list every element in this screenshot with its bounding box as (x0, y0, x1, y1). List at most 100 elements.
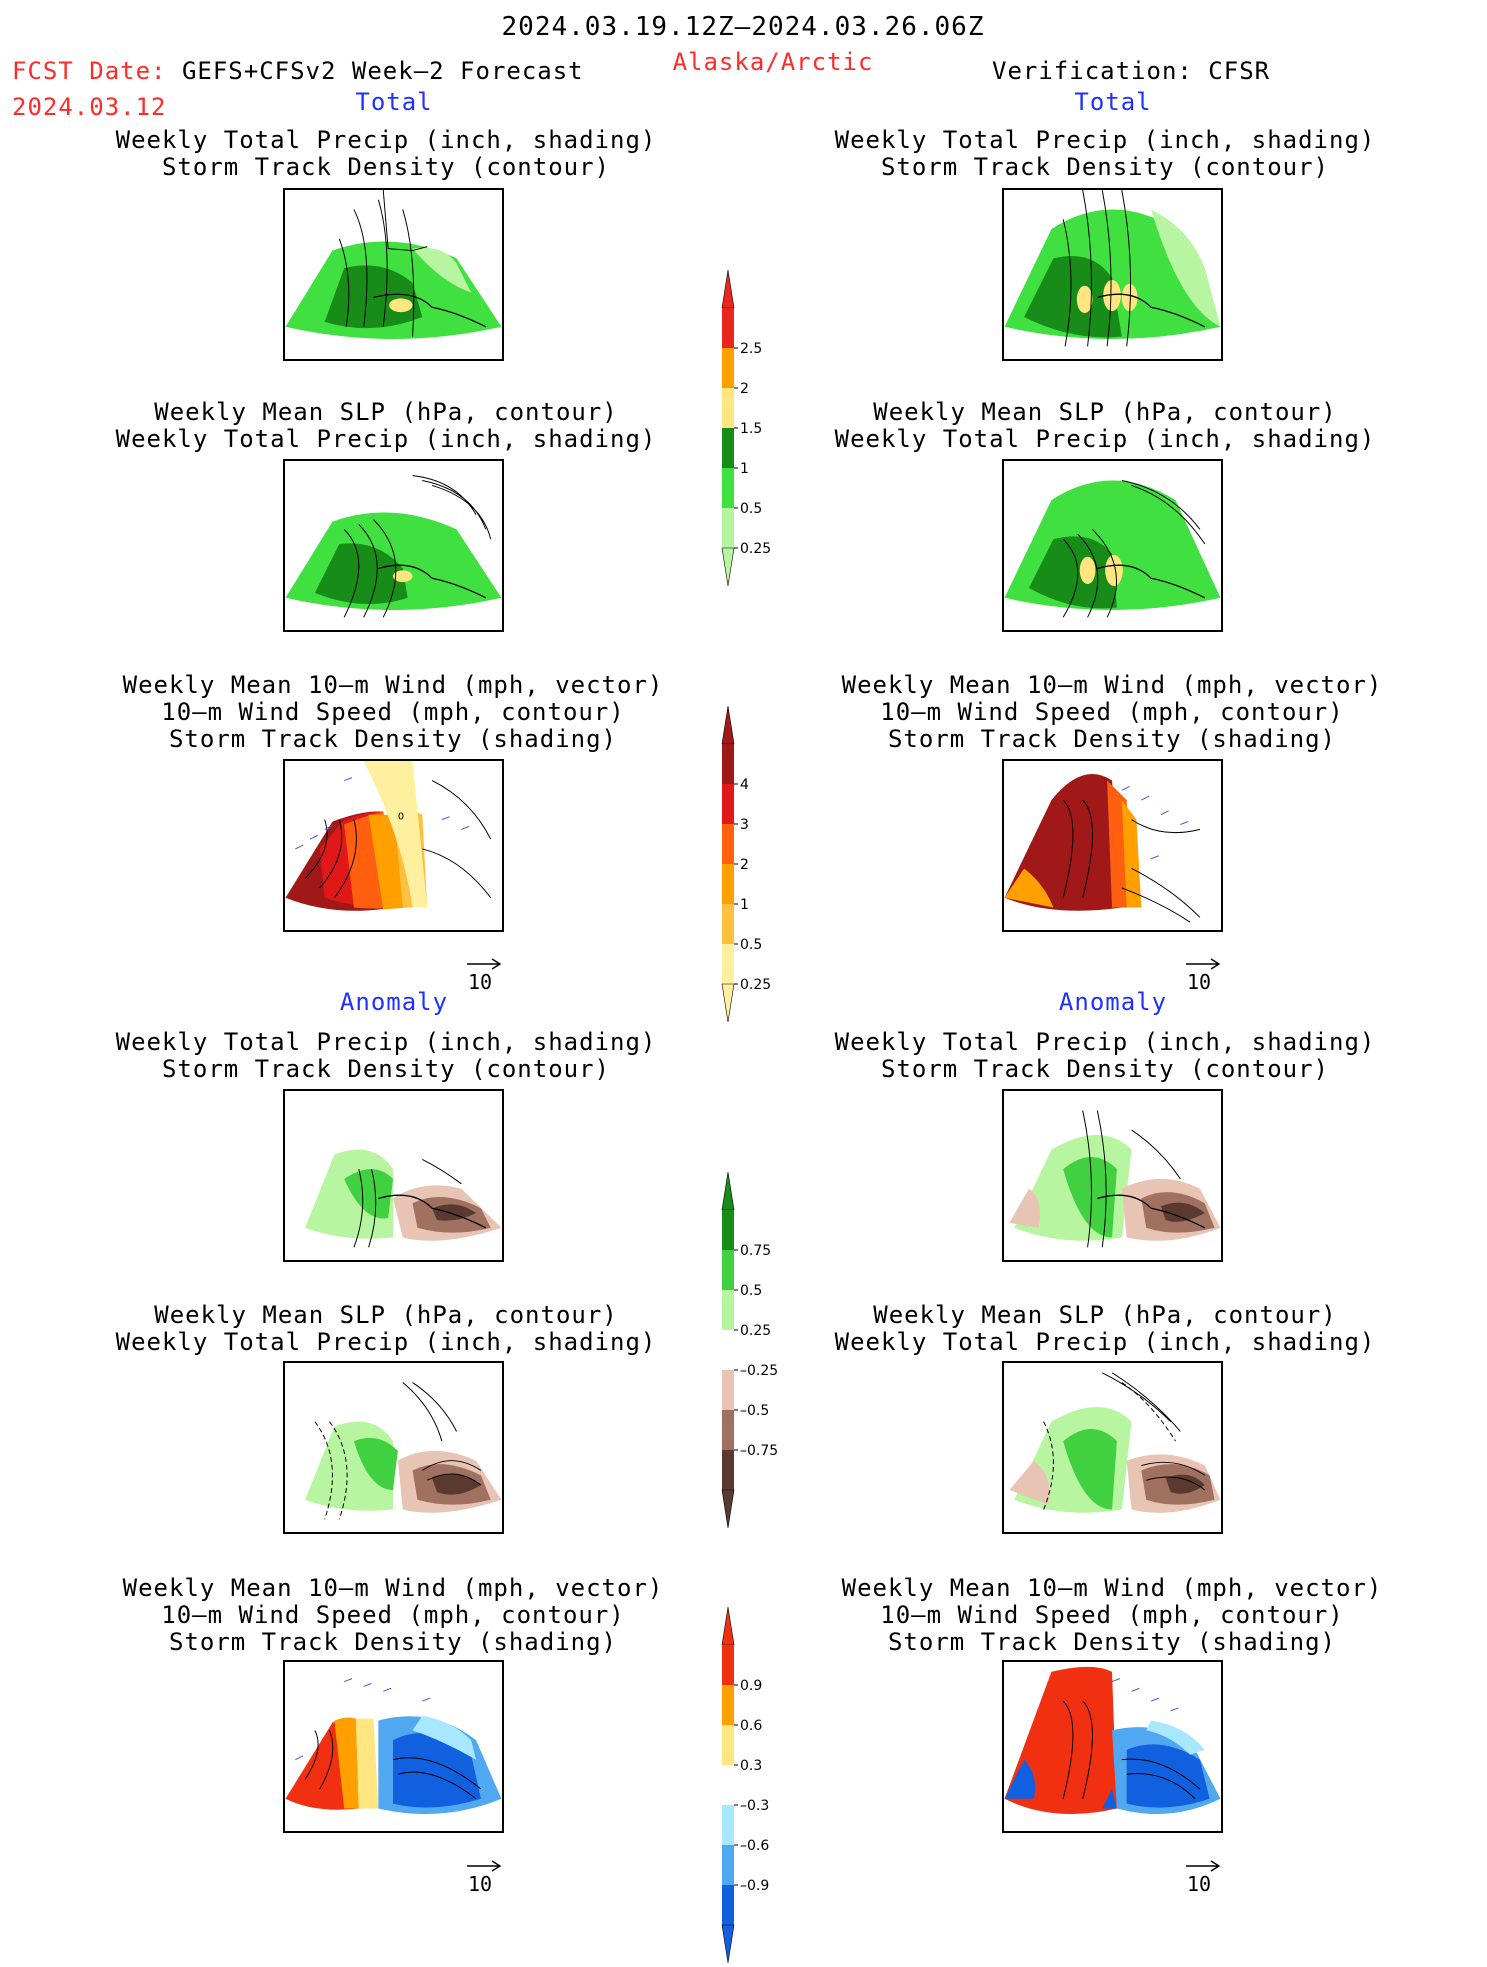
colorbar-label: –0.5 (740, 1403, 769, 1419)
arrow-right-icon (467, 958, 502, 970)
title-total-slp-precip-left: Weekly Mean SLP (hPa, contour) Weekly Tot… (115, 398, 657, 453)
fcst-header: FCST Date: GEFS+CFSv2 Week–2 Forecast (12, 57, 584, 85)
colorbar-swatch (722, 388, 734, 428)
colorbar-swatch (722, 1885, 734, 1925)
colorbar-svg: 2.5 2 1.5 1 0.5 0.25 (721, 269, 771, 587)
arrow-right-icon (467, 1860, 502, 1872)
colorbar-swatch (722, 824, 734, 864)
title-anom-precip-storm-right: Weekly Total Precip (inch, shading) Storm… (834, 1028, 1376, 1083)
colorbar-swatch (722, 348, 734, 388)
title-total-wind-storm-left: Weekly Mean 10–m Wind (mph, vector) 10–m … (122, 671, 664, 753)
title-total-precip-storm-left: Weekly Total Precip (inch, shading) Storm… (115, 126, 657, 181)
vector-reference-total-right: 10 (1185, 958, 1221, 994)
colorbar-swatch (722, 1410, 734, 1450)
colorbar-label: –0.3 (740, 1798, 769, 1814)
colorbar-swatch (722, 308, 734, 348)
colorbar-tip-top (721, 705, 735, 745)
vector-reference-total-left: 10 (466, 958, 502, 994)
section-total-left: Total (355, 88, 433, 116)
colorbar-swatch (722, 1250, 734, 1290)
map-total-slp-precip-forecast (283, 459, 504, 632)
colorbar-swatch (722, 1330, 734, 1370)
colorbar-precip-total: 2.5 2 1.5 1 0.5 0.25 (721, 269, 792, 590)
colorbar-swatch (722, 1845, 734, 1885)
colorbar-tip-bottom (721, 1489, 735, 1529)
colorbar-label: 0.25 (740, 1323, 771, 1339)
colorbar-label: 0.25 (740, 541, 771, 557)
fcst-label: FCST Date: (12, 57, 167, 85)
colorbar-label: 3 (740, 817, 749, 833)
region-label: Alaska/Arctic (672, 48, 874, 76)
colorbar-label: 0.75 (740, 1243, 771, 1259)
colorbar-swatch (722, 864, 734, 904)
colorbar-swatch (722, 944, 734, 984)
colorbar-swatch (722, 1725, 734, 1765)
colorbar-storm-total: 4 3 2 1 0.5 0.25 (721, 705, 792, 1026)
colorbar-tip-bottom (721, 983, 735, 1023)
colorbar-svg: 0.75 0.5 0.25 –0.25 –0.5 –0.75 (721, 1171, 778, 1529)
colorbar-tip-top (721, 1606, 735, 1646)
colorbar-precip-anom: 0.75 0.5 0.25 –0.25 –0.5 –0.75 (721, 1171, 792, 1532)
title-anom-slp-precip-right: Weekly Mean SLP (hPa, contour) Weekly Tot… (834, 1301, 1376, 1356)
date-range-title: 2024.03.19.12Z–2024.03.26.06Z (501, 12, 985, 42)
colorbar-label: 0.25 (740, 977, 771, 993)
map-anom-precip-storm-forecast (283, 1089, 504, 1262)
colorbar-swatch (722, 904, 734, 944)
map-total-wind-storm-forecast: 0 (283, 759, 504, 932)
colorbar-swatch (722, 1765, 734, 1805)
colorbar-swatch (722, 1370, 734, 1410)
title-anom-wind-storm-left: Weekly Mean 10–m Wind (mph, vector) 10–m … (122, 1574, 664, 1656)
colorbar-label: 4 (740, 777, 749, 793)
title-anom-wind-storm-right: Weekly Mean 10–m Wind (mph, vector) 10–m … (841, 1574, 1383, 1656)
colorbar-label: 0.6 (740, 1718, 762, 1734)
colorbar-swatch (722, 1450, 734, 1490)
colorbar-label: 1 (740, 897, 749, 913)
colorbar-label: –0.9 (740, 1878, 769, 1894)
map-anom-wind-storm-verification (1002, 1660, 1223, 1833)
model-name: GEFS+CFSv2 Week–2 Forecast (181, 57, 584, 85)
contour-label: 0 (398, 812, 404, 823)
colorbar-label: –0.75 (740, 1443, 778, 1459)
colorbar-swatch (722, 1645, 734, 1685)
colorbar-label: 0.9 (740, 1678, 762, 1694)
colorbar-tip-top (721, 1171, 735, 1211)
map-total-wind-storm-verification (1002, 759, 1223, 932)
map-total-precip-storm-forecast (283, 188, 504, 361)
section-anomaly-left: Anomaly (339, 988, 449, 1016)
colorbar-swatch (722, 1210, 734, 1250)
colorbar-svg: 4 3 2 1 0.5 0.25 (721, 705, 771, 1023)
colorbar-label: 0.5 (740, 1283, 762, 1299)
vector-reference-anom-right: 10 (1185, 1860, 1221, 1896)
map-total-slp-precip-verification (1002, 459, 1223, 632)
arrow-right-icon (1186, 1860, 1221, 1872)
colorbar-swatch (722, 1805, 734, 1845)
fcst-date: 2024.03.12 (12, 93, 167, 121)
title-anom-slp-precip-left: Weekly Mean SLP (hPa, contour) Weekly Tot… (115, 1301, 657, 1356)
colorbar-label: 1.5 (740, 421, 762, 437)
colorbar-label: –0.6 (740, 1838, 769, 1854)
colorbar-tip-top (721, 269, 735, 309)
colorbar-label: 0.5 (740, 501, 762, 517)
title-anom-precip-storm-left: Weekly Total Precip (inch, shading) Storm… (115, 1028, 657, 1083)
colorbar-label: 1 (740, 461, 749, 477)
map-anom-precip-storm-verification (1002, 1089, 1223, 1262)
colorbar-label: 0.5 (740, 937, 762, 953)
colorbar-swatch (722, 784, 734, 824)
title-total-wind-storm-right: Weekly Mean 10–m Wind (mph, vector) 10–m … (841, 671, 1383, 753)
title-total-precip-storm-right: Weekly Total Precip (inch, shading) Storm… (834, 126, 1376, 181)
section-total-right: Total (1074, 88, 1152, 116)
colorbar-tip-bottom (721, 1924, 735, 1964)
arrow-right-icon (1186, 958, 1221, 970)
colorbar-label: 0.3 (740, 1758, 762, 1774)
colorbar-svg: 0.9 0.6 0.3 –0.3 –0.6 –0.9 (721, 1606, 769, 1964)
colorbar-label: 2 (740, 381, 749, 397)
colorbar-swatch (722, 1290, 734, 1330)
section-anomaly-right: Anomaly (1058, 988, 1168, 1016)
colorbar-swatch (722, 508, 734, 548)
map-anom-slp-precip-forecast (283, 1361, 504, 1534)
map-total-precip-storm-verification (1002, 188, 1223, 361)
verification-label: Verification: CFSR (992, 57, 1271, 85)
colorbar-swatch (722, 744, 734, 784)
colorbar-label: –0.25 (740, 1363, 778, 1379)
colorbar-label: 2 (740, 857, 749, 873)
